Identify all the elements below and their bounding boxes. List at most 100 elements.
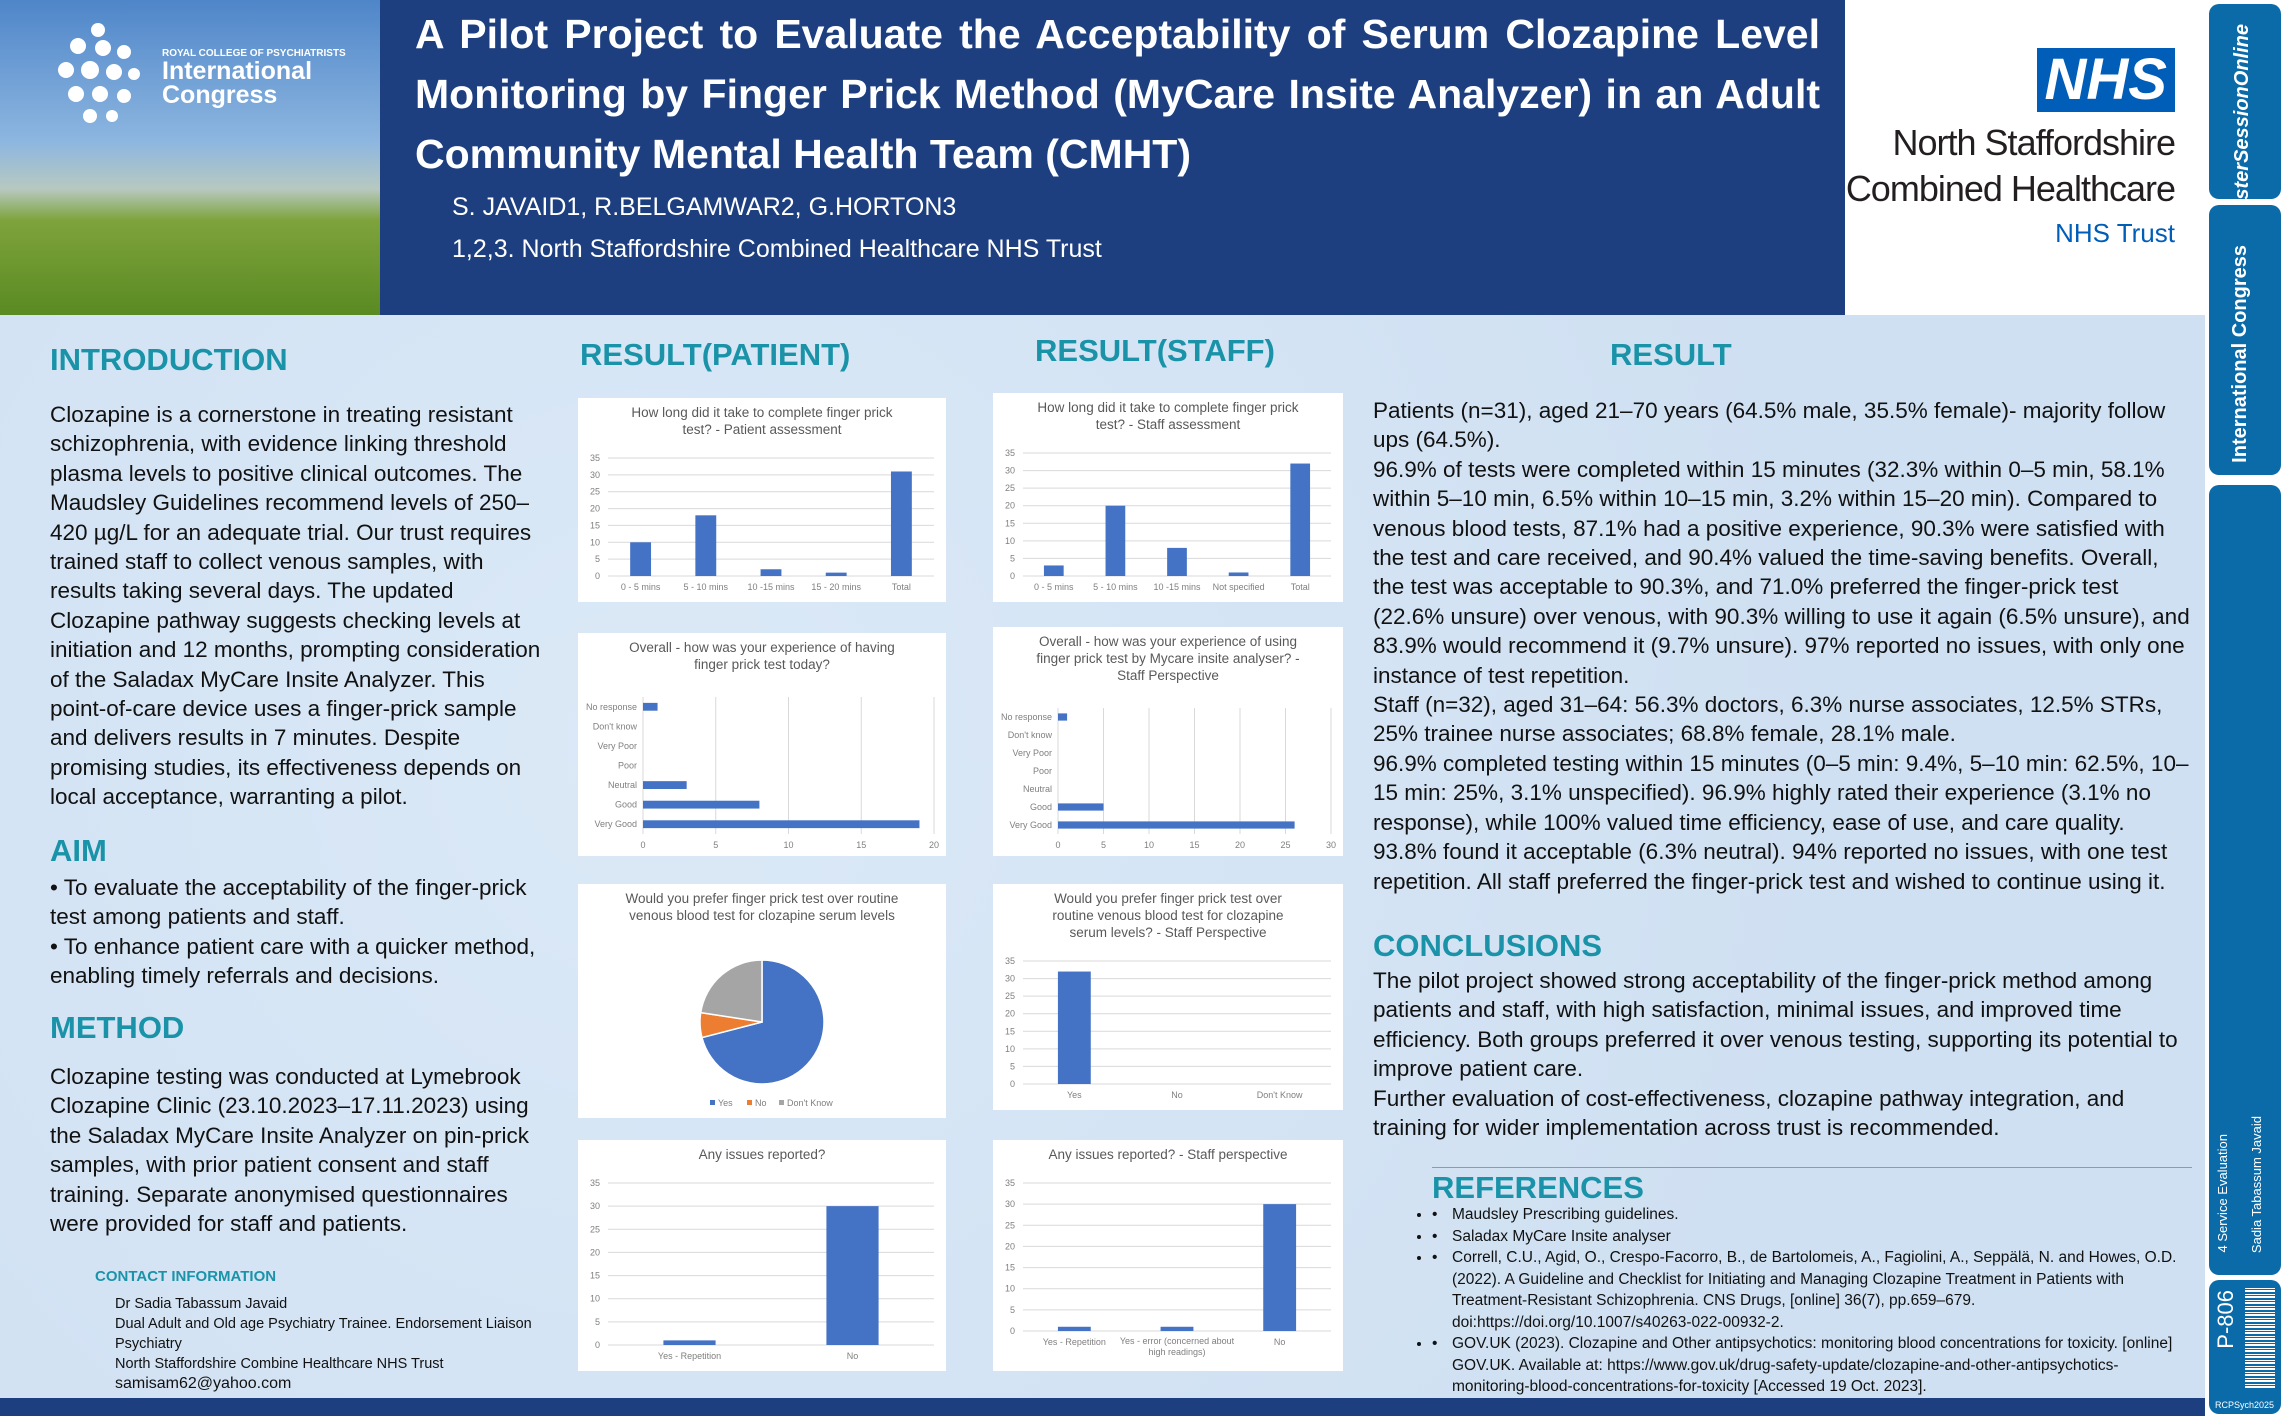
y-tick-label: 5 [595,554,600,564]
bar [1058,713,1068,721]
chart-plot: 0 5 10 15 20 25 30 35 0 - 5 mins 5 - 10 mins 10 -1… [590,453,934,592]
y-tick-label: 35 [590,1178,600,1188]
x-tick-label: 15 [1189,840,1199,850]
legend-label: Don't Know [787,1098,833,1108]
result-paragraph: 96.9% completed testing within 15 minute… [1373,750,2189,894]
bar [1058,821,1295,829]
intro-heading: INTRODUCTION [50,342,288,377]
y-tick-label: 0 [1010,1079,1015,1089]
logo-college: ROYAL COLLEGE OF PSYCHIATRISTS [162,48,346,59]
x-tick-label: 20 [1235,840,1245,850]
poster-session-online-logo[interactable]: PosterSessionOnline [2209,4,2281,225]
y-tick-label: 20 [590,504,600,514]
affiliation: 1,2,3. North Staffordshire Combined Heal… [452,235,1102,263]
x-tick-label: 10 [1144,840,1154,850]
y-tick-label: 20 [1005,501,1015,511]
x-tick-label: 30 [1326,840,1336,850]
contact-org: North Staffordshire Combine Healthcare N… [115,1356,444,1372]
result-paragraph: Patients (n=31), aged 21–70 years (64.5%… [1373,398,2166,453]
y-tick-label: 10 [1005,1044,1015,1054]
y-tick-label: Very Good [594,819,637,829]
y-tick-label: 0 [1010,1326,1015,1336]
bar [643,820,920,829]
x-tick-label: 0 - 5 mins [621,582,661,592]
y-tick-label: 25 [1005,1220,1015,1230]
pie-slice [699,959,763,1023]
y-tick-label: 30 [1005,1199,1015,1209]
chart-title: Overall - how was your experience of hav… [629,640,895,672]
x-tick-label: No [1171,1090,1183,1100]
y-tick-label: 20 [1005,1009,1015,1019]
y-tick-label: 35 [1005,956,1015,966]
x-tick-label: Yes - Repetition [1043,1337,1106,1347]
logo-international: International [162,57,313,85]
x-tick-label: Total [892,582,911,592]
bar [1057,971,1091,1084]
chart-title: How long did it take to complete finger … [1037,400,1299,432]
y-tick-label: 35 [1005,1178,1015,1188]
x-tick-label: 0 [640,840,645,850]
contact-role: Dual Adult and Old age Psychiatry Traine… [115,1316,532,1352]
method-heading: METHOD [50,1010,185,1045]
y-tick-label: No response [1001,712,1052,722]
bar [1160,1326,1194,1331]
barcode-icon [2245,1288,2275,1388]
aim-heading: AIM [50,833,107,868]
y-tick-label: Neutral [608,780,637,790]
method-text: Clozapine testing was conducted at Lymeb… [50,1064,529,1237]
chart-title: Would you prefer finger prick test over … [625,891,899,923]
y-tick-label: 15 [1005,518,1015,528]
x-tick-label-cont: high readings) [1148,1347,1205,1357]
conclusions-heading: CONCLUSIONS [1373,928,1603,963]
bar [826,1206,879,1345]
y-tick-label: 30 [1005,974,1015,984]
bar [1058,803,1104,811]
y-tick-label: 30 [590,1201,600,1211]
y-tick-label: 25 [590,487,600,497]
y-tick-label: 20 [590,1247,600,1257]
y-tick-label: 25 [1005,991,1015,1001]
sidebar-author: Sadia Tabassum Javaid [2249,1115,2264,1253]
contact-email[interactable]: samisam62@yahoo.com [115,1375,292,1392]
chart-plot: Yes No Don't Know [699,959,833,1108]
poster-info-strip: 4 Service Evaluation Sadia Tabassum Java… [2209,485,2281,1275]
y-tick-label: 5 [1010,553,1015,563]
bar [695,515,717,576]
chart-staff-preference: Would you prefer finger prick test over … [993,884,1343,1110]
y-tick-label: 5 [1010,1061,1015,1071]
poster-footer [0,1398,2205,1416]
reference-item[interactable]: GOV.UK (2023). Clozapine and Other antip… [1432,1333,2192,1398]
y-tick-label: 10 [1005,1284,1015,1294]
result-paragraph: 96.9% of tests were completed within 15 … [1373,456,2190,688]
nhs-trust-label: NHS Trust [2055,218,2175,248]
chart-plot: 0 5 10 15 20 25 30 35 0 - 5 mins 5 - 10 mins 10 -1… [1005,448,1331,592]
chart-staff-time: How long did it take to complete finger … [993,393,1343,602]
x-tick-label: 20 [929,840,939,850]
bar [1228,572,1249,576]
legend-swatch [747,1100,752,1105]
chart-plot: 0 5 10 15 20 No response Don't know Very Poor Po… [586,697,939,850]
conclusion-paragraph: The pilot project showed strong acceptab… [1373,968,2178,1082]
chart-title: How long did it take to complete finger … [631,405,893,437]
x-tick-label: Yes - Repetition [658,1351,721,1361]
y-tick-label: 35 [590,453,600,463]
aim-item: • To evaluate the acceptability of the f… [50,875,527,930]
bar [1167,547,1187,576]
y-tick-label: 15 [590,520,600,530]
chart-title: Would you prefer finger prick test over … [1052,891,1284,940]
bar [1263,1204,1297,1331]
y-tick-label: Poor [1033,766,1052,776]
chart-title: Any issues reported? - Staff perspective [1048,1147,1288,1162]
y-tick-label: 30 [590,470,600,480]
congress-banner-image: ROYAL COLLEGE OF PSYCHIATRISTS Internati… [0,0,380,315]
chart-staff-issues: Any issues reported? - Staff perspective… [993,1140,1343,1371]
x-tick-label: No [847,1351,859,1361]
x-tick-label: Yes [1067,1090,1082,1100]
x-tick-label: 0 [1055,840,1060,850]
chart-patient-time: How long did it take to complete finger … [578,398,946,602]
authors: S. JAVAID1, R.BELGAMWAR2, G.HORTON3 [452,193,957,221]
conclusions-text: The pilot project showed strong acceptab… [1373,966,2193,1142]
references-divider [1432,1167,2192,1168]
legend-swatch [779,1100,784,1105]
nhs-org-name: North Staffordshire Combined Healthcare [1846,120,2176,212]
